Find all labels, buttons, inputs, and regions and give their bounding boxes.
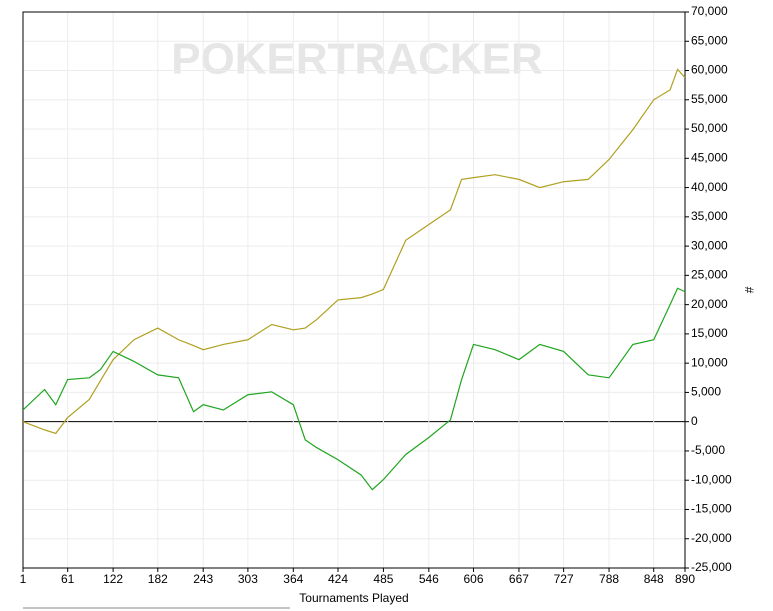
y-tick-label: 15,000 xyxy=(691,326,728,340)
x-tick-label: 364 xyxy=(283,572,303,586)
y-tick-label: -20,000 xyxy=(691,531,732,545)
x-tick-label: 485 xyxy=(373,572,393,586)
x-tick-label: 122 xyxy=(103,572,123,586)
y-tick-label: -25,000 xyxy=(691,560,732,574)
y-tick-label: 70,000 xyxy=(691,4,728,18)
y-tick-label: -15,000 xyxy=(691,502,732,516)
watermark: POKERTRACKER xyxy=(171,35,543,84)
y-tick-label: 20,000 xyxy=(691,297,728,311)
plot-frame xyxy=(22,11,686,569)
y-tick-label: 5,000 xyxy=(691,385,721,399)
x-tick-label: 1 xyxy=(20,572,27,586)
y-tick-label: 10,000 xyxy=(691,355,728,369)
series-line xyxy=(22,68,686,435)
y-tick-label: 0 xyxy=(691,414,698,428)
x-tick-label: 61 xyxy=(61,572,75,586)
y-tick-label: 35,000 xyxy=(691,209,728,223)
x-tick-label: 727 xyxy=(554,572,574,586)
series-line xyxy=(22,287,686,491)
x-tick-label: 788 xyxy=(599,572,619,586)
x-tick-label: 182 xyxy=(148,572,168,586)
x-tick-label: 606 xyxy=(464,572,484,586)
x-axis-title: Tournaments Played xyxy=(299,591,408,605)
y-tick-label: -5,000 xyxy=(691,443,725,457)
y-tick-label: 45,000 xyxy=(691,150,728,164)
y-tick-label: 65,000 xyxy=(691,33,728,47)
y-tick-label: 55,000 xyxy=(691,92,728,106)
x-tick-label: 424 xyxy=(328,572,348,586)
y-tick-label: 60,000 xyxy=(691,63,728,77)
x-tick-label: 848 xyxy=(644,572,664,586)
x-tick-label: 303 xyxy=(238,572,258,586)
x-tick-label: 546 xyxy=(419,572,439,586)
y-tick-label: -10,000 xyxy=(691,472,732,486)
y-tick-label: 25,000 xyxy=(691,268,728,282)
x-tick-label: 243 xyxy=(193,572,213,586)
x-tick-label: 890 xyxy=(675,572,695,586)
y-tick-label: 30,000 xyxy=(691,238,728,252)
y-axis-title: # xyxy=(742,287,756,294)
y-tick-label: 40,000 xyxy=(691,180,728,194)
y-tick-label: 50,000 xyxy=(691,121,728,135)
x-tick-label: 667 xyxy=(509,572,529,586)
